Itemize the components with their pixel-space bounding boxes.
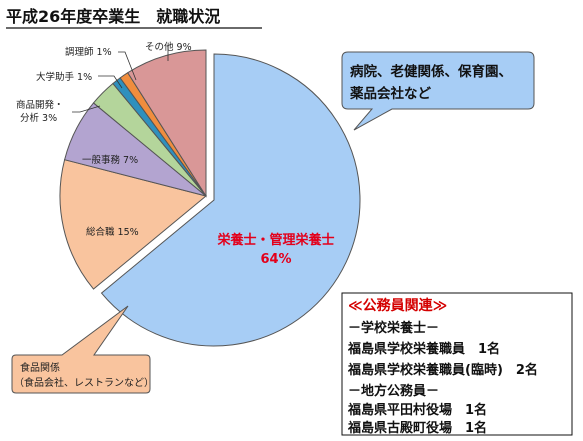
leader-line-joshu <box>98 75 123 89</box>
callout-blue-line1: 病院、老健関係、保育園、 <box>350 63 512 80</box>
leader-line-shohin <box>72 105 101 113</box>
public-box-line: 福島県古殿町役場 1名 <box>347 420 487 436</box>
slice-label-main-value: 64% <box>260 252 291 267</box>
slice-label-joshu: 大学助手 1% <box>36 71 92 83</box>
public-box-line: －地方公務員－ <box>348 383 439 399</box>
callout-orange-line1: 食品関係 <box>20 361 60 374</box>
public-box <box>341 292 573 436</box>
page-title: 平成26年度卒業生 就職状況 <box>6 7 220 26</box>
slice-label-shohin-line2: 分析 3% <box>20 112 57 124</box>
public-box-heading: ≪公務員関連≫ <box>348 297 447 314</box>
public-box-line: 福島県平田村役場 1名 <box>347 402 487 418</box>
callout-blue-bubble <box>341 51 535 131</box>
callout-orange-line2: （食品会社、レストランなど） <box>14 376 154 389</box>
slice-label-chori: 調理師 1% <box>65 46 112 58</box>
slice-label-main-name: 栄養士・管理栄養士 <box>216 232 334 248</box>
pie-slices <box>59 49 361 347</box>
slice-label-sogo: 総合職 15% <box>86 226 139 238</box>
public-box-line: 福島県学校栄養職員 1名 <box>347 341 500 357</box>
callout-orange-bubble <box>11 305 151 394</box>
callout-blue-line2: 薬品会社など <box>350 85 431 102</box>
pie-slice-sonota <box>127 49 207 198</box>
slice-label-shohin-line1: 商品開発・ <box>16 99 64 111</box>
leader-lines <box>72 46 169 113</box>
pie-slice-eiyoushi <box>100 53 361 347</box>
public-box-line: 福島県学校栄養職員(臨時) 2名 <box>347 362 538 378</box>
slice-label-ippan: 一般事務 7% <box>82 154 138 166</box>
pie-slice-sogo <box>59 159 208 290</box>
public-box-line: －学校栄養士－ <box>348 320 439 336</box>
slice-label-sonota: その他 9% <box>145 41 192 53</box>
leader-line-chori <box>118 51 137 81</box>
